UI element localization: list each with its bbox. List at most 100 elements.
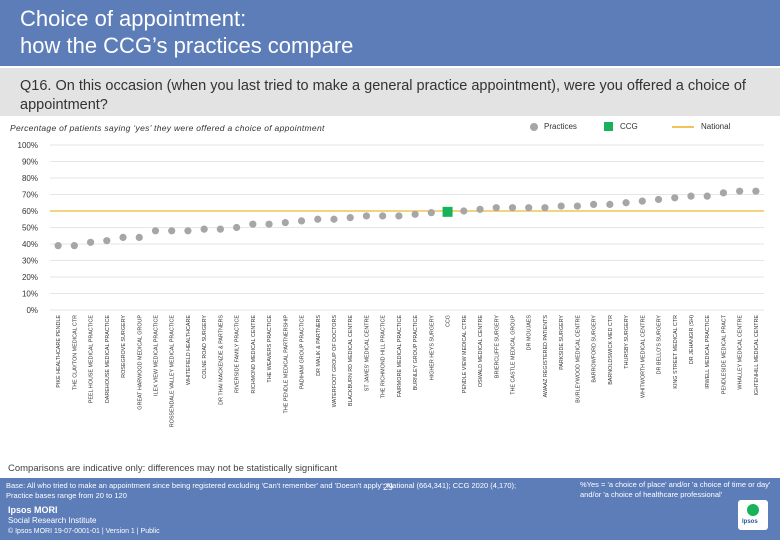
x-tick-label: BLACKBURN RD MEDICAL CENTRE (348, 315, 354, 407)
x-tick-label: DR MOUJAES (527, 315, 533, 351)
practice-point (541, 204, 549, 212)
ipsos-logo-text: Ipsos (742, 519, 758, 525)
x-tick-label: HIGHER HEYS SURGERY (429, 315, 435, 381)
practice-point (54, 242, 62, 250)
y-tick-label: 100% (18, 141, 38, 150)
ccg-marker (442, 206, 453, 217)
x-tick-label: BRIERCLIFFE SURGERY (494, 315, 500, 379)
practice-point (379, 212, 387, 220)
x-tick-label: KING STREET MEDICAL CTR (673, 315, 679, 389)
practice-point (249, 220, 257, 228)
question-bar: Q16. On this occasion (when you last tri… (0, 68, 780, 116)
x-tick-label: ROSEGROVE SURGERY (121, 315, 127, 378)
chart-subtitle: Percentage of patients saying ‘yes’ they… (10, 123, 325, 133)
practice-point (525, 204, 533, 212)
question-text: Q16. On this occasion (when you last tri… (20, 78, 746, 113)
practice-point (622, 199, 630, 207)
x-tick-label: DAREHOUSE MEDICAL PRACTICE (105, 315, 111, 404)
x-tick-label: THE WEAVERS PRACTICE (267, 315, 273, 383)
x-tick-label: RIVERSIDE FAMILY PRACTICE (235, 315, 241, 393)
x-tick-label: PEEL HOUSE MEDICAL PRACTICE (89, 315, 95, 404)
ipsos-logo-icon: Ipsos (738, 500, 768, 530)
practice-point (216, 225, 224, 233)
x-tick-label: PARKSIDE SURGERY (559, 315, 565, 370)
practice-point (590, 200, 598, 208)
y-tick-label: 90% (22, 158, 38, 167)
practice-point (557, 202, 565, 210)
practice-point (119, 233, 127, 241)
copyright: © Ipsos MORI 19-07-0001-01 | Version 1 |… (8, 528, 160, 535)
footer-bar: Base: All who tried to make an appointme… (0, 478, 780, 540)
x-tick-label: OSWALD MEDICAL CENTRE (478, 315, 484, 387)
practice-point (476, 205, 484, 213)
legend-national: National (672, 122, 730, 131)
x-tick-label: THE RICHMOND HILL PRACTICE (381, 315, 387, 399)
ccg-square-icon (604, 122, 613, 131)
title-line-1: Choice of appointment: (20, 6, 247, 31)
practice-point (638, 197, 646, 205)
legend-ccg: CCG (604, 122, 638, 131)
y-tick-label: 50% (22, 224, 38, 233)
y-tick-label: 20% (22, 273, 38, 282)
x-tick-label: THE PENDLE MEDICAL PARTNERSHIP (283, 315, 289, 414)
practice-point (736, 187, 744, 195)
practice-point (168, 227, 176, 235)
base-text: Base: All who tried to make an appointme… (6, 481, 517, 500)
practice-point (687, 192, 695, 200)
practice-point (573, 202, 581, 210)
practice-point (233, 223, 241, 232)
x-tick-label: RICHMOND MEDICAL CENTRE (251, 315, 257, 394)
y-tick-label: 0% (26, 306, 38, 315)
chart: 0% 10% 20% 30% 40% 50% 60% 70% 80% 90% 100% PIKE HE… (18, 141, 764, 427)
x-tick-label: THE CLAYTON MEDICAL CTR (72, 315, 78, 390)
x-tick-label: COLNE ROAD SURGERY (202, 315, 208, 379)
x-tick-label: THURSBY SURGERY (624, 315, 630, 369)
x-tick-label: BURLEYWOOD MEDICAL CENTRE (575, 315, 581, 403)
x-tick-label: DR MALIK & PARTNERS (316, 315, 322, 376)
practice-dot-icon (530, 122, 538, 131)
y-tick-label: 70% (22, 191, 38, 200)
legend-practices: Practices (530, 122, 577, 131)
x-tick-label: ST JAMES' MEDICAL CENTRE (364, 315, 370, 392)
legend-national-label: National (701, 122, 731, 131)
x-tick-label: PADIHAM GROUP PRACTICE (300, 315, 306, 389)
practice-point (508, 204, 517, 212)
x-tick-label: PENDLE VIEW MEDICAL CTRE (462, 315, 468, 394)
practice-point (654, 195, 663, 204)
x-tick-label: WHITEFIELD HEALTHCARE (186, 315, 192, 385)
title-line-2: how the CCG’s practices compare (20, 33, 354, 58)
legend-ccg-label: CCG (620, 122, 638, 131)
practice-point (297, 217, 306, 225)
institute-label: Social Research Institute (8, 516, 97, 525)
x-tick-label: BARROWFORD SURGERY (592, 315, 598, 383)
practice-point (330, 215, 338, 223)
x-tick-label: DR THAI MACKENZIE & PARTNERS (218, 315, 224, 405)
x-tick-label: DR BELLO'S SURGERY (657, 315, 663, 375)
practice-point (395, 212, 403, 220)
y-tick-label: 10% (22, 290, 38, 299)
y-tick-label: 60% (22, 207, 38, 216)
practice-point (200, 225, 208, 233)
practice-point (103, 237, 111, 245)
practice-point (70, 242, 78, 250)
practice-point (411, 210, 419, 218)
practice-point (151, 227, 160, 235)
x-tick-label: CCG (446, 315, 452, 327)
x-tick-label: DR JEHANGIR (SH) (689, 315, 695, 364)
practice-point (135, 233, 143, 241)
significance-note: Comparisons are indicative only: differe… (8, 463, 338, 474)
x-tick-label: IRWELL MEDICAL PRACTICE (705, 315, 711, 389)
practice-point (314, 215, 322, 223)
x-tick-label: THE CASTLE MEDICAL GROUP (510, 315, 516, 395)
x-tick-label: WHALLEY MEDICAL CENTRE (738, 315, 744, 390)
x-tick-label: PENDLESIDE MEDICAL PRACT (721, 314, 727, 394)
y-tick-label: 80% (22, 174, 38, 183)
x-tick-label: PIKE HEALTHCARE PENDLE (56, 315, 62, 388)
practice-point (460, 207, 468, 215)
legend-practices-label: Practices (544, 122, 577, 131)
practice-point (703, 192, 711, 200)
x-tick-label: ILEX VIEW MEDICAL PRACTICE (153, 315, 159, 396)
page-title: Choice of appointment: how the CCG’s pra… (20, 5, 580, 59)
page-number: 29 (383, 482, 394, 492)
header-bar: Choice of appointment: how the CCG’s pra… (0, 0, 780, 66)
